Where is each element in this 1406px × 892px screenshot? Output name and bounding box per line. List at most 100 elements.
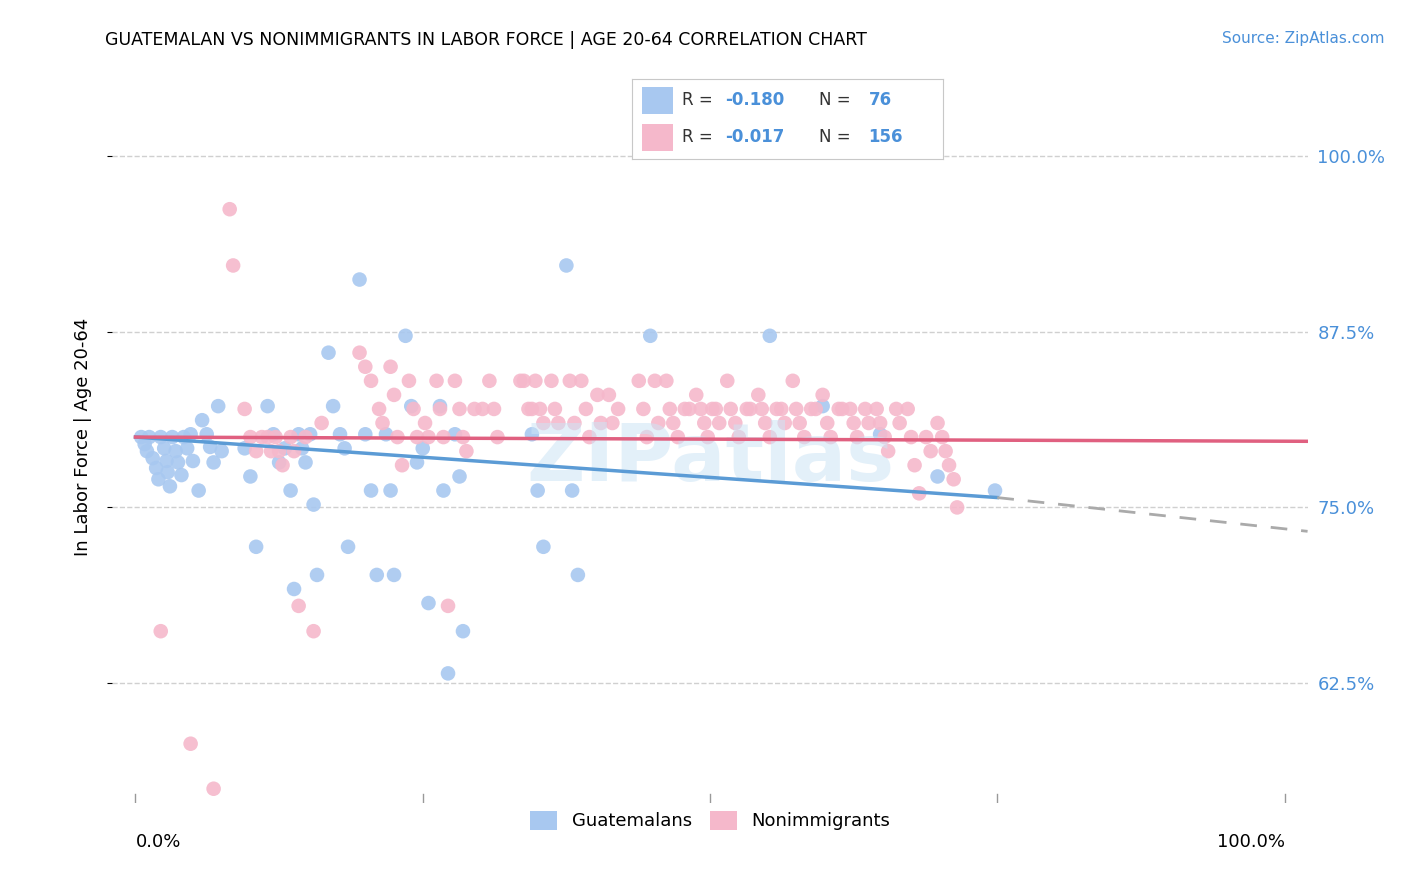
- Point: [839, 401, 862, 416]
- Point: [360, 374, 382, 388]
- Point: [655, 374, 678, 388]
- Point: [647, 416, 669, 430]
- Point: [633, 401, 655, 416]
- Point: [239, 430, 262, 444]
- Point: [156, 465, 179, 479]
- Point: [704, 401, 727, 416]
- Point: [920, 444, 942, 458]
- Point: [437, 599, 460, 613]
- Point: [564, 416, 586, 430]
- Point: [636, 430, 658, 444]
- Point: [578, 430, 600, 444]
- Point: [406, 455, 429, 469]
- Point: [531, 416, 554, 430]
- Point: [149, 430, 172, 444]
- Point: [280, 430, 302, 444]
- Point: [406, 430, 429, 444]
- Point: [735, 401, 758, 416]
- Point: [222, 259, 245, 273]
- Point: [165, 444, 187, 458]
- Point: [283, 444, 305, 458]
- Point: [425, 374, 447, 388]
- Point: [658, 401, 681, 416]
- Point: [432, 483, 454, 498]
- Point: [302, 624, 325, 639]
- Point: [218, 202, 240, 217]
- Point: [785, 401, 807, 416]
- Point: [889, 416, 911, 430]
- Point: [262, 427, 284, 442]
- Point: [418, 596, 440, 610]
- Point: [520, 401, 543, 416]
- Point: [627, 374, 650, 388]
- Point: [271, 458, 294, 473]
- Point: [782, 374, 804, 388]
- Point: [927, 416, 949, 430]
- Point: [793, 430, 815, 444]
- Point: [250, 430, 273, 444]
- Point: [260, 444, 283, 458]
- Point: [524, 374, 547, 388]
- Point: [401, 399, 423, 413]
- Point: [804, 401, 827, 416]
- Point: [471, 401, 494, 416]
- Legend: Guatemalans, Nonimmigrants: Guatemalans, Nonimmigrants: [523, 804, 897, 838]
- Point: [354, 427, 377, 442]
- Point: [666, 430, 689, 444]
- Point: [709, 416, 731, 430]
- Point: [662, 416, 685, 430]
- Point: [418, 430, 440, 444]
- Point: [858, 416, 880, 430]
- Point: [529, 401, 551, 416]
- Point: [305, 568, 328, 582]
- Point: [371, 416, 394, 430]
- Point: [134, 437, 156, 451]
- Point: [148, 472, 170, 486]
- Point: [360, 483, 382, 498]
- Point: [382, 388, 405, 402]
- Point: [640, 328, 662, 343]
- Point: [176, 442, 198, 456]
- Point: [696, 430, 718, 444]
- Point: [180, 427, 202, 442]
- Point: [294, 455, 316, 469]
- Point: [815, 416, 838, 430]
- Point: [478, 374, 501, 388]
- Point: [456, 444, 478, 458]
- Point: [412, 442, 434, 456]
- Point: [380, 359, 402, 374]
- Point: [180, 737, 202, 751]
- Point: [531, 540, 554, 554]
- Point: [129, 430, 152, 444]
- Point: [602, 416, 624, 430]
- Point: [759, 328, 782, 343]
- Point: [198, 440, 221, 454]
- Point: [789, 416, 811, 430]
- Point: [211, 444, 233, 458]
- Point: [142, 451, 165, 466]
- Point: [586, 388, 609, 402]
- Point: [318, 345, 340, 359]
- Point: [927, 469, 949, 483]
- Point: [509, 374, 531, 388]
- Point: [759, 430, 782, 444]
- Point: [170, 468, 193, 483]
- Text: 0.0%: 0.0%: [135, 833, 181, 851]
- Point: [555, 259, 578, 273]
- Point: [299, 427, 322, 442]
- Point: [873, 430, 896, 444]
- Point: [349, 272, 371, 286]
- Point: [575, 401, 598, 416]
- Point: [145, 461, 167, 475]
- Point: [903, 458, 925, 473]
- Point: [181, 454, 204, 468]
- Point: [935, 444, 957, 458]
- Point: [482, 401, 505, 416]
- Point: [354, 359, 377, 374]
- Point: [155, 454, 177, 468]
- Point: [329, 427, 352, 442]
- Point: [938, 458, 960, 473]
- Point: [287, 599, 309, 613]
- Point: [984, 483, 1007, 498]
- Point: [429, 399, 451, 413]
